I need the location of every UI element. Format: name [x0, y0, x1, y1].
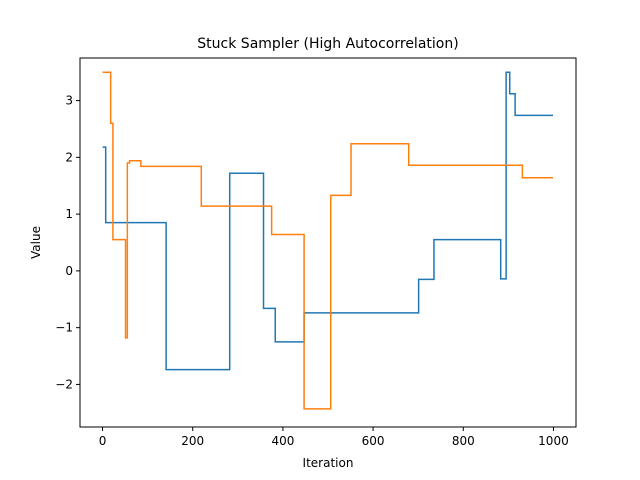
y-tick-label: 2	[65, 150, 73, 164]
x-axis: 0 200 400 600 800 1000	[99, 427, 569, 448]
y-tick-label: −2	[55, 377, 73, 391]
x-tick-label: 400	[271, 434, 294, 448]
y-axis-label: Value	[29, 226, 43, 259]
series-line-1	[102, 71, 553, 371]
x-tick-label: 200	[181, 434, 204, 448]
y-tick-label: −1	[55, 321, 73, 335]
x-tick-label: 0	[99, 434, 107, 448]
x-tick-label: 1000	[538, 434, 569, 448]
y-tick-label: 1	[65, 207, 73, 221]
y-tick-label: 0	[65, 264, 73, 278]
series-line-2	[102, 71, 553, 410]
x-tick-label: 600	[362, 434, 385, 448]
axes-frame	[79, 57, 577, 428]
x-tick-label: 800	[452, 434, 475, 448]
chart-title: Stuck Sampler (High Autocorrelation)	[197, 36, 458, 52]
plot-area	[102, 71, 553, 410]
y-tick-label: 3	[65, 94, 73, 108]
y-axis: −2 −1 0 1 2 3	[55, 94, 80, 391]
x-axis-label: Iteration	[303, 456, 354, 470]
